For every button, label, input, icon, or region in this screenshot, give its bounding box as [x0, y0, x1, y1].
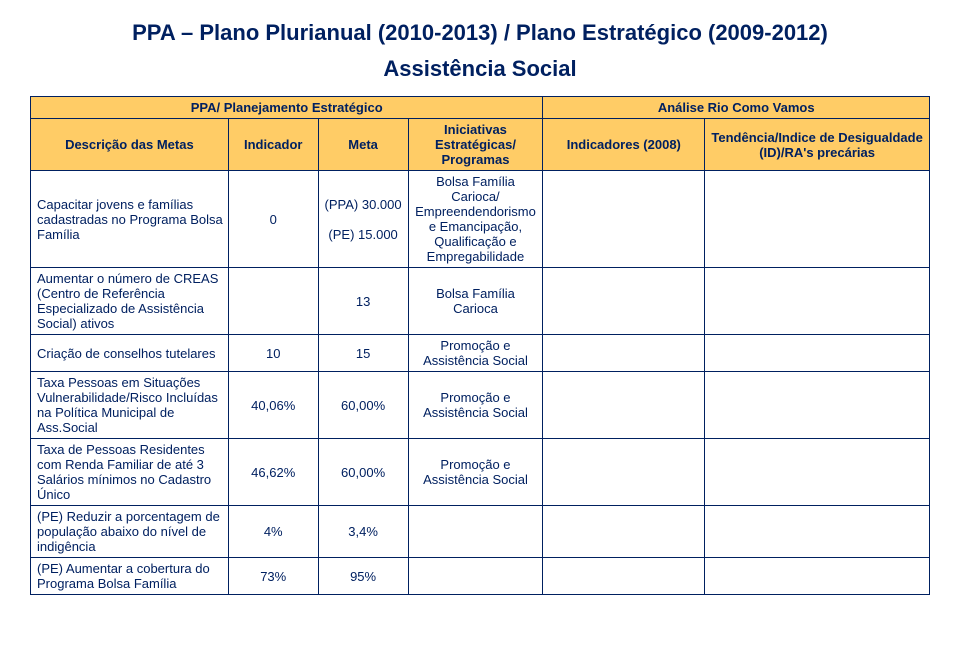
col-header-indicador: Indicador	[228, 119, 318, 171]
table-row: (PE) Reduzir a porcentagem de população …	[31, 506, 930, 558]
cell-init: Promoção e Assistência Social	[408, 372, 543, 439]
cell-ind2008	[543, 506, 705, 558]
cell-indicador: 0	[228, 171, 318, 268]
cell-desc: (PE) Reduzir a porcentagem de população …	[31, 506, 229, 558]
cell-indicador: 4%	[228, 506, 318, 558]
cell-desc: Aumentar o número de CREAS (Centro de Re…	[31, 268, 229, 335]
header-group-left: PPA/ Planejamento Estratégico	[31, 97, 543, 119]
cell-tend	[705, 558, 930, 595]
cell-init: Bolsa Família Carioca/ Empreendendorismo…	[408, 171, 543, 268]
cell-tend	[705, 171, 930, 268]
cell-meta: 3,4%	[318, 506, 408, 558]
cell-ind2008	[543, 171, 705, 268]
table-row: Taxa de Pessoas Residentes com Renda Fam…	[31, 439, 930, 506]
page-title: PPA – Plano Plurianual (2010-2013) / Pla…	[30, 20, 930, 46]
header-group-right: Análise Rio Como Vamos	[543, 97, 930, 119]
table-row: Aumentar o número de CREAS (Centro de Re…	[31, 268, 930, 335]
cell-ind2008	[543, 439, 705, 506]
cell-tend	[705, 372, 930, 439]
cell-init: Bolsa Família Carioca	[408, 268, 543, 335]
cell-indicador: 10	[228, 335, 318, 372]
cell-indicador: 46,62%	[228, 439, 318, 506]
cell-meta: 95%	[318, 558, 408, 595]
cell-desc: Taxa de Pessoas Residentes com Renda Fam…	[31, 439, 229, 506]
cell-indicador: 73%	[228, 558, 318, 595]
cell-indicador	[228, 268, 318, 335]
cell-desc: (PE) Aumentar a cobertura do Programa Bo…	[31, 558, 229, 595]
cell-tend	[705, 439, 930, 506]
table-row: (PE) Aumentar a cobertura do Programa Bo…	[31, 558, 930, 595]
cell-desc: Capacitar jovens e famílias cadastradas …	[31, 171, 229, 268]
col-header-meta: Meta	[318, 119, 408, 171]
cell-init	[408, 558, 543, 595]
cell-indicador: 40,06%	[228, 372, 318, 439]
page-subtitle: Assistência Social	[30, 56, 930, 82]
cell-tend	[705, 506, 930, 558]
col-header-iniciativas: Iniciativas Estratégicas/ Programas	[408, 119, 543, 171]
cell-tend	[705, 268, 930, 335]
cell-init: Promoção e Assistência Social	[408, 335, 543, 372]
data-table: PPA/ Planejamento Estratégico Análise Ri…	[30, 96, 930, 595]
cell-tend	[705, 335, 930, 372]
cell-ind2008	[543, 372, 705, 439]
cell-init	[408, 506, 543, 558]
table-row: Taxa Pessoas em Situações Vulnerabilidad…	[31, 372, 930, 439]
cell-ind2008	[543, 268, 705, 335]
cell-desc: Criação de conselhos tutelares	[31, 335, 229, 372]
cell-meta: 60,00%	[318, 439, 408, 506]
cell-ind2008	[543, 335, 705, 372]
col-header-ind2008: Indicadores (2008)	[543, 119, 705, 171]
cell-desc: Taxa Pessoas em Situações Vulnerabilidad…	[31, 372, 229, 439]
col-header-tendencia: Tendência/Indice de Desigualdade (ID)/RA…	[705, 119, 930, 171]
cell-meta: 60,00%	[318, 372, 408, 439]
table-row: Criação de conselhos tutelares 10 15 Pro…	[31, 335, 930, 372]
cell-meta: 13	[318, 268, 408, 335]
col-header-desc: Descrição das Metas	[31, 119, 229, 171]
cell-meta: 15	[318, 335, 408, 372]
table-row: Capacitar jovens e famílias cadastradas …	[31, 171, 930, 268]
cell-ind2008	[543, 558, 705, 595]
cell-init: Promoção e Assistência Social	[408, 439, 543, 506]
cell-meta: (PPA) 30.000 (PE) 15.000	[318, 171, 408, 268]
